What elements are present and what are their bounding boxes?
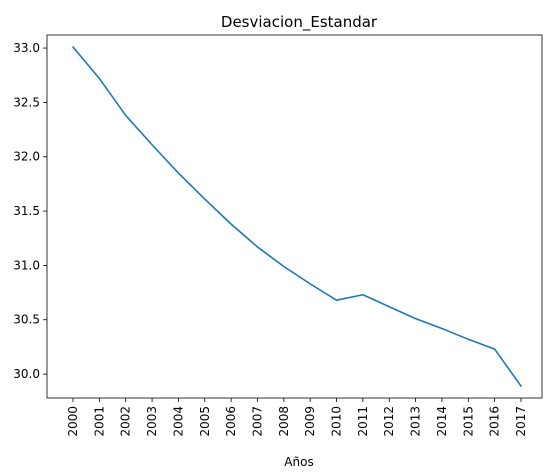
- y-tick-label: 30.0: [13, 367, 40, 381]
- x-tick-label: 2002: [119, 406, 133, 437]
- x-tick-label: 2001: [92, 406, 106, 437]
- y-tick-label: 32.0: [13, 150, 40, 164]
- x-tick-label: 2006: [224, 406, 238, 437]
- x-tick-label: 2012: [382, 406, 396, 437]
- axes-frame: [46, 34, 543, 399]
- y-tick-label: 31.0: [13, 258, 40, 272]
- x-tick-label: 2003: [145, 406, 159, 437]
- x-tick-label: 2010: [330, 406, 344, 437]
- x-axis-label: Años: [284, 455, 313, 469]
- x-tick-label: 2004: [171, 406, 185, 437]
- x-tick-label: 2015: [461, 406, 475, 437]
- x-tick-label: 2017: [514, 406, 528, 437]
- x-tick-label: 2000: [66, 406, 80, 437]
- y-tick-label: 31.5: [13, 204, 40, 218]
- x-tick-label: 2007: [250, 406, 264, 437]
- x-tick-label: 2011: [356, 406, 370, 437]
- y-tick-label: 32.5: [13, 95, 40, 109]
- x-tick-label: 2009: [303, 406, 317, 437]
- series-line: [72, 46, 522, 387]
- chart-title: Desviacion_Estandar: [221, 13, 378, 32]
- y-tick-label: 30.5: [13, 313, 40, 327]
- plot-area: 30.0 30.5 31.0 31.5 32.0 32.5 33.0 2000 2001 2002…: [13, 34, 543, 437]
- x-tick-label: 2013: [409, 406, 423, 437]
- x-tick-label: 2008: [277, 406, 291, 437]
- y-tick-label: 33.0: [13, 41, 40, 55]
- x-tick-label: 2016: [488, 406, 502, 437]
- x-tick-label: 2005: [198, 406, 212, 437]
- x-tick-label: 2014: [435, 406, 449, 437]
